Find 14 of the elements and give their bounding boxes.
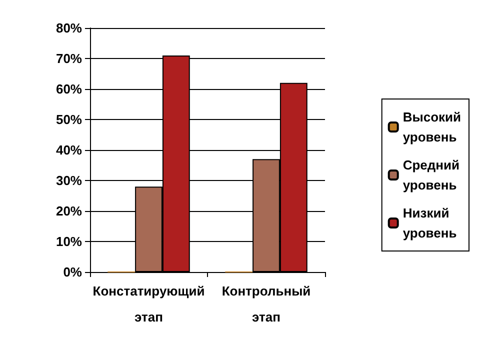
legend-label: Низкий уровень xyxy=(402,206,457,240)
y-tick-label: 20% xyxy=(56,204,82,218)
y-tick-label: 0% xyxy=(63,264,82,280)
y-tick-label: 80% xyxy=(56,20,82,36)
y-tick-label: 30% xyxy=(56,173,82,188)
legend-label: Средний уровень xyxy=(402,158,460,192)
x-tick-label: Констатирующий этап xyxy=(92,284,205,324)
y-tick-label: 60% xyxy=(56,82,82,96)
y-tick-label: 50% xyxy=(56,112,82,127)
y-tick-label: 10% xyxy=(56,234,82,249)
legend-label: Высокий уровень xyxy=(402,110,462,144)
y-tick-label: 40% xyxy=(56,142,82,158)
x-tick-label: Контрольный этап xyxy=(222,284,311,324)
y-tick-label: 70% xyxy=(56,51,82,66)
